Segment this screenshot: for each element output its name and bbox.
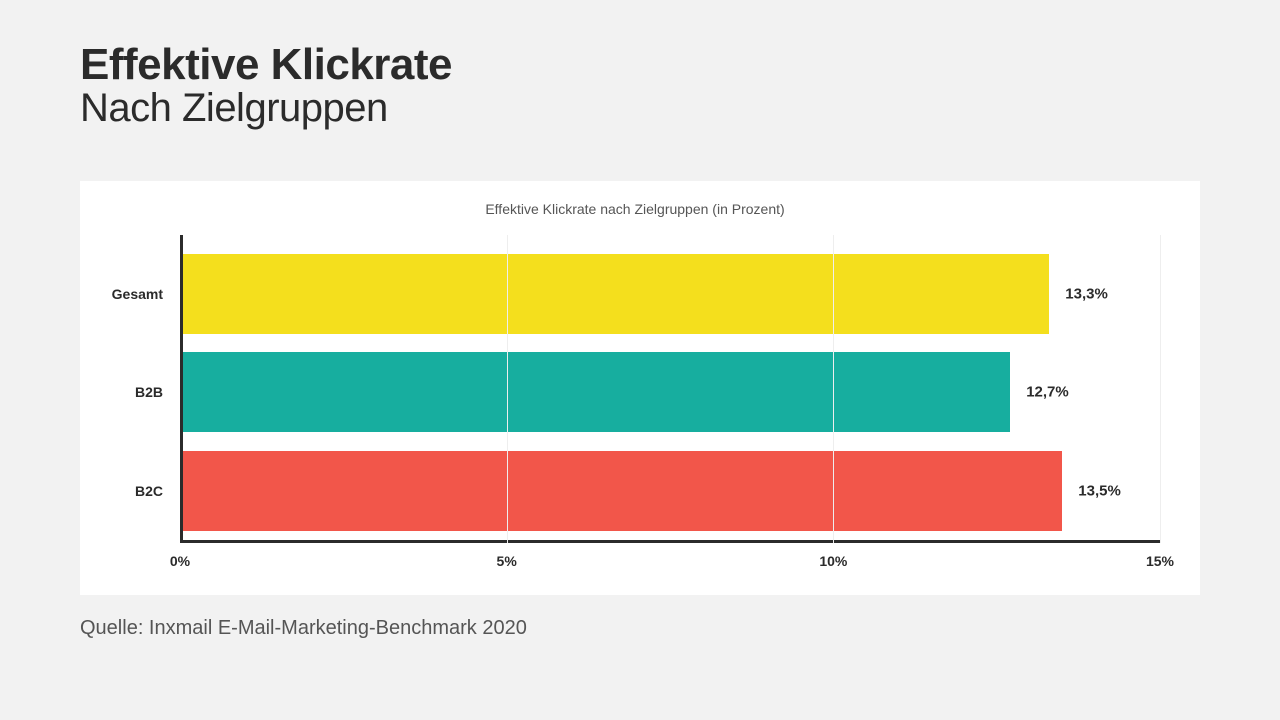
bar <box>183 352 1010 432</box>
x-axis <box>180 540 1160 543</box>
category-label: B2B <box>135 384 163 400</box>
bar-row: B2B12,7% <box>183 352 1160 432</box>
bar-value-label: 13,3% <box>1065 286 1108 303</box>
bar-value-label: 13,5% <box>1078 482 1121 499</box>
chart-card: Effektive Klickrate nach Zielgruppen (in… <box>80 181 1200 595</box>
chart-plot: Gesamt13,3%B2B12,7%B2C13,5% 0%5%10%15% <box>180 235 1160 565</box>
page-title: Effektive Klickrate <box>80 40 1200 90</box>
bar-value-label: 12,7% <box>1026 384 1069 401</box>
x-tick-label: 0% <box>170 553 190 569</box>
bars-container: Gesamt13,3% B2B12,7% B2C13,5% <box>183 245 1160 540</box>
bar-row: Gesamt13,3% <box>183 254 1160 334</box>
bar-row: B2C13,5% <box>183 451 1160 531</box>
category-label: B2C <box>135 483 163 499</box>
x-tick-label: 15% <box>1146 553 1174 569</box>
category-label: Gesamt <box>112 286 163 302</box>
bar <box>183 451 1062 531</box>
x-tick-label: 5% <box>497 553 517 569</box>
x-tick-label: 10% <box>819 553 847 569</box>
gridline <box>507 235 508 543</box>
gridline <box>1160 235 1161 543</box>
source-text: Quelle: Inxmail E-Mail-Marketing-Benchma… <box>80 617 1200 640</box>
page-subtitle: Nach Zielgruppen <box>80 86 1200 131</box>
gridline <box>833 235 834 543</box>
bar <box>183 254 1049 334</box>
chart-title: Effektive Klickrate nach Zielgruppen (in… <box>110 201 1160 217</box>
